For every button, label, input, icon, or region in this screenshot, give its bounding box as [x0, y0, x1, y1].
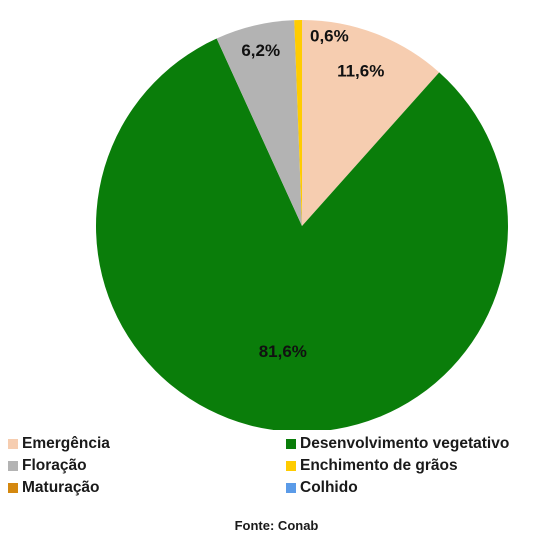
data-label-enchimento-de-graos: 0,6%	[310, 26, 349, 45]
pie-data-labels: 11,6% 81,6% 6,2% 0,6%	[241, 26, 384, 360]
data-label-floracao: 6,2%	[241, 41, 280, 60]
pie-slice-floracao	[216, 20, 302, 227]
pie-slice-emergencia	[302, 20, 440, 226]
data-label-desenvolvimento-vegetativo: 81,6%	[259, 342, 307, 361]
legend-label: Colhido	[300, 479, 358, 496]
legend-item-enchimento-de-graos: Enchimento de grãos	[286, 455, 458, 477]
legend-item-colhido: Colhido	[286, 477, 358, 499]
legend-label: Floração	[22, 457, 87, 474]
legend-swatch-emergencia	[8, 439, 18, 449]
data-label-emergencia: 11,6%	[337, 61, 384, 80]
pie-slices	[96, 20, 508, 430]
pie-slice-desenvolvimento-vegetativo	[96, 38, 508, 430]
legend-item-floracao: Floração	[8, 455, 87, 477]
legend-label: Emergência	[22, 435, 110, 452]
legend-item-desenvolvimento-vegetativo: Desenvolvimento vegetativo	[286, 433, 509, 455]
chart-source: Fonte: Conab	[234, 518, 319, 533]
legend-label: Desenvolvimento vegetativo	[300, 435, 510, 452]
legend-item-maturacao: Maturação	[8, 477, 100, 499]
legend-item-emergencia: Emergência	[8, 433, 110, 455]
legend-label: Enchimento de grãos	[300, 457, 458, 474]
legend-swatch-floracao	[8, 461, 18, 471]
legend-label: Maturação	[22, 479, 100, 496]
pie-slice-enchimento-de-graos	[294, 20, 302, 226]
legend-swatch-colhido	[286, 483, 296, 493]
legend-swatch-maturacao	[8, 483, 18, 493]
legend-swatch-enchimento-de-graos	[286, 461, 296, 471]
pie-chart: 11,6% 81,6% 6,2% 0,6%	[96, 20, 508, 430]
legend-swatch-desenvolvimento-vegetativo	[286, 439, 296, 449]
